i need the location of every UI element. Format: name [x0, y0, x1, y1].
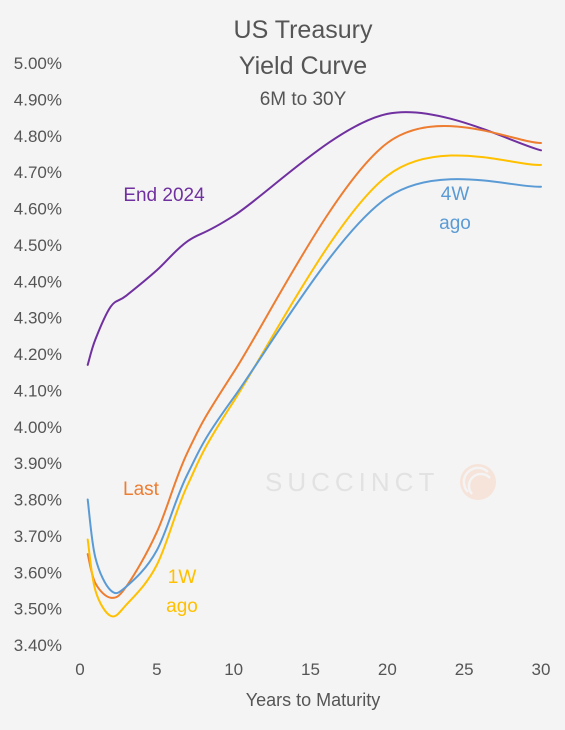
y-tick-label: 3.80% [14, 491, 62, 510]
y-tick-label: 4.60% [14, 200, 62, 219]
y-tick-label: 3.70% [14, 527, 62, 546]
series-label-2: ago [166, 596, 198, 617]
series-line-1 [86, 125, 542, 599]
y-tick-label: 4.10% [14, 381, 62, 400]
y-tick-label: 4.80% [14, 127, 62, 146]
series-lines [86, 111, 542, 618]
x-axis-ticks: 0 5 10 15 20 25 30 [75, 660, 550, 679]
y-tick-label: 3.90% [14, 454, 62, 473]
series-label-3: 4W [441, 184, 470, 205]
y-tick-label: 4.40% [14, 272, 62, 291]
y-axis-ticks: 3.40% 3.50% 3.60% 3.70% 3.80% 3.90% 4.00% 4.10%… [14, 54, 62, 655]
y-tick-label: 5.00% [14, 54, 62, 73]
series-line-2 [86, 154, 542, 618]
series-label-3: ago [439, 213, 471, 234]
y-tick-label: 3.50% [14, 600, 62, 619]
x-tick-label: 15 [301, 660, 320, 679]
x-tick-label: 20 [378, 660, 397, 679]
y-tick-label: 3.60% [14, 563, 62, 582]
watermark-text: SUCCINCT [265, 467, 439, 497]
x-tick-label: 5 [152, 660, 161, 679]
series-line-3 [86, 178, 542, 595]
y-tick-label: 4.50% [14, 236, 62, 255]
y-tick-label: 4.20% [14, 345, 62, 364]
y-tick-label: 4.30% [14, 309, 62, 328]
chart-title-line-2: Yield Curve [239, 52, 367, 80]
series-labels: End 2024 Last 1W ago 4W ago [123, 184, 471, 617]
series-label-0: End 2024 [123, 185, 205, 206]
y-tick-label: 3.40% [14, 636, 62, 655]
y-tick-label: 4.90% [14, 90, 62, 109]
y-tick-label: 4.70% [14, 163, 62, 182]
series-line-0 [86, 111, 542, 366]
x-tick-label: 25 [455, 660, 474, 679]
watermark: SUCCINCT [265, 464, 496, 500]
x-tick-label: 10 [224, 660, 243, 679]
watermark-logo-icon [460, 464, 496, 500]
chart-subtitle: 6M to 30Y [260, 89, 347, 110]
series-label-1: Last [123, 479, 160, 500]
x-tick-label: 0 [75, 660, 84, 679]
series-label-2: 1W [168, 567, 197, 588]
x-axis-label: Years to Maturity [246, 690, 380, 710]
chart-title-line-1: US Treasury [234, 16, 373, 44]
y-tick-label: 4.00% [14, 418, 62, 437]
x-tick-label: 30 [532, 660, 551, 679]
